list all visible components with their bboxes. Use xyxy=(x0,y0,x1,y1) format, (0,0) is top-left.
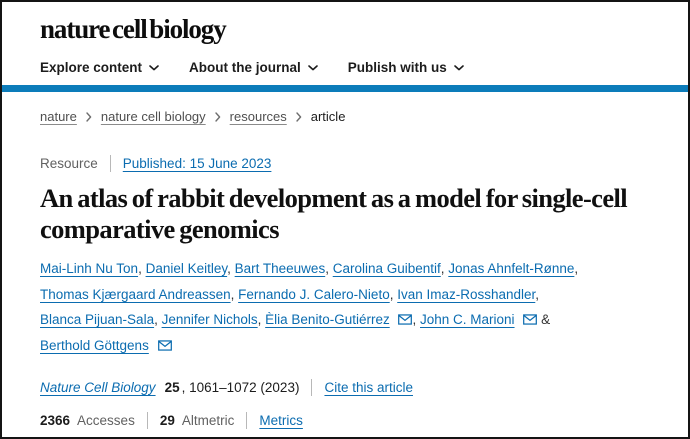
author-separator: & xyxy=(537,312,551,328)
article-meta-row: Resource Published: 15 June 2023 xyxy=(40,155,650,173)
nav-item-label: Publish with us xyxy=(347,60,447,76)
chevron-down-icon xyxy=(307,65,318,71)
author: Blanca Pijuan-Sala xyxy=(40,312,154,327)
author-link-thomas-kj-rgaard-andreassen[interactable]: Thomas Kjærgaard Andreassen xyxy=(40,286,231,302)
accesses-label: Accesses xyxy=(77,412,135,428)
breadcrumb-link-nature[interactable]: nature xyxy=(40,109,77,125)
breadcrumb-link-nature-cell-biology[interactable]: nature cell biology xyxy=(100,109,206,125)
author-separator: , xyxy=(154,312,162,328)
author-link-mai-linh-nu-ton[interactable]: Mai-Linh Nu Ton xyxy=(40,261,139,277)
divider xyxy=(109,155,111,173)
author-separator: , xyxy=(535,286,540,302)
author: Berthold Göttgens xyxy=(40,338,172,353)
citation-volume: 25 xyxy=(164,379,180,395)
author-link-john-c-marioni[interactable]: John C. Marioni xyxy=(420,312,515,328)
author: Bart Theeuwes xyxy=(235,261,326,276)
journal-name-link[interactable]: Nature Cell Biology xyxy=(40,379,156,395)
divider xyxy=(311,378,313,396)
divider xyxy=(246,411,248,429)
email-icon[interactable] xyxy=(157,333,172,358)
author-link-carolina-guibentif[interactable]: Carolina Guibentif xyxy=(332,261,441,277)
chevron-right-icon xyxy=(86,112,92,122)
author-link-ivan-imaz-rosshandler[interactable]: Ivan Imaz-Rosshandler xyxy=(397,286,536,302)
author-separator: , xyxy=(257,312,266,328)
citation-row: Nature Cell Biology 25 , 1061–1072 (2023… xyxy=(40,378,650,396)
author: Mai-Linh Nu Ton xyxy=(40,261,138,276)
author-list: Mai-Linh Nu Ton, Daniel Keitley, Bart Th… xyxy=(40,256,650,358)
nav-item-label: Explore content xyxy=(40,60,143,76)
author: Carolina Guibentif xyxy=(333,261,441,276)
author-separator: , xyxy=(440,261,449,277)
journal-wordmark: nature cell biology xyxy=(40,14,227,44)
nav-item-about-the-journal[interactable]: About the journal xyxy=(189,60,318,75)
accesses-count: 2366 xyxy=(40,412,71,428)
author: Jennifer Nichols xyxy=(162,312,258,327)
breadcrumb-link-resources[interactable]: resources xyxy=(229,109,287,125)
author-link-daniel-keitley[interactable]: Daniel Keitley xyxy=(145,261,228,277)
email-icon[interactable] xyxy=(398,307,413,332)
author-link-bart-theeuwes[interactable]: Bart Theeuwes xyxy=(234,261,326,277)
author: Thomas Kjærgaard Andreassen xyxy=(40,287,231,302)
altmetric-label: Altmetric xyxy=(181,412,235,428)
author-link-jennifer-nichols[interactable]: Jennifer Nichols xyxy=(161,312,258,328)
metrics-link[interactable]: Metrics xyxy=(259,412,303,428)
nav-item-publish-with-us[interactable]: Publish with us xyxy=(348,60,464,75)
author-link-blanca-pijuan-sala[interactable]: Blanca Pijuan-Sala xyxy=(40,312,155,328)
chevron-right-icon xyxy=(296,112,302,122)
chevron-right-icon xyxy=(214,112,220,122)
published-date-link[interactable]: Published: 15 June 2023 xyxy=(122,156,272,172)
author: Fernando J. Calero-Nieto xyxy=(238,287,390,302)
author-link-fernando-j-calero-nieto[interactable]: Fernando J. Calero-Nieto xyxy=(238,286,390,302)
nav-item-explore-content[interactable]: Explore content xyxy=(40,60,159,75)
author-separator: , xyxy=(325,261,333,277)
author: Ivan Imaz-Rosshandler xyxy=(397,287,535,302)
metrics-row: 2366 Accesses 29 Altmetric Metrics xyxy=(40,411,650,429)
author: John C. Marioni xyxy=(420,312,538,328)
author: Jonas Ahnfelt-Rønne xyxy=(448,261,574,276)
author: Daniel Keitley xyxy=(146,261,228,276)
author-separator: , xyxy=(230,286,239,302)
nav-item-label: About the journal xyxy=(189,60,301,76)
author-separator: , xyxy=(574,261,579,277)
author: Èlia Benito-Gutiérrez xyxy=(265,312,413,328)
email-icon[interactable] xyxy=(523,307,538,332)
breadcrumb: nature nature cell biology resources articl… xyxy=(40,109,650,124)
divider xyxy=(146,411,148,429)
chevron-down-icon xyxy=(149,65,159,71)
chevron-down-icon xyxy=(453,65,464,71)
author-link-lia-benito-guti-rrez[interactable]: Èlia Benito-Gutiérrez xyxy=(265,312,390,328)
author-separator: , xyxy=(138,261,146,277)
citation-pages: , 1061–1072 (2023) xyxy=(181,379,300,395)
cite-this-article-link[interactable]: Cite this article xyxy=(324,379,413,395)
brand-blue-bar xyxy=(2,85,688,93)
author-separator: , xyxy=(389,286,398,302)
article-title: An atlas of rabbit development as a mode… xyxy=(40,183,628,245)
altmetric-count: 29 xyxy=(159,412,175,428)
author-link-berthold-g-ttgens[interactable]: Berthold Göttgens xyxy=(40,337,149,353)
author-separator: , xyxy=(227,261,235,277)
breadcrumb-current: article xyxy=(310,109,346,125)
author-separator: , xyxy=(412,312,420,328)
main-nav: Explore content About the journal Publish … xyxy=(40,60,650,75)
article-type-label: Resource xyxy=(40,156,98,172)
author-link-jonas-ahnfelt-r-nne[interactable]: Jonas Ahnfelt-Rønne xyxy=(448,261,575,277)
